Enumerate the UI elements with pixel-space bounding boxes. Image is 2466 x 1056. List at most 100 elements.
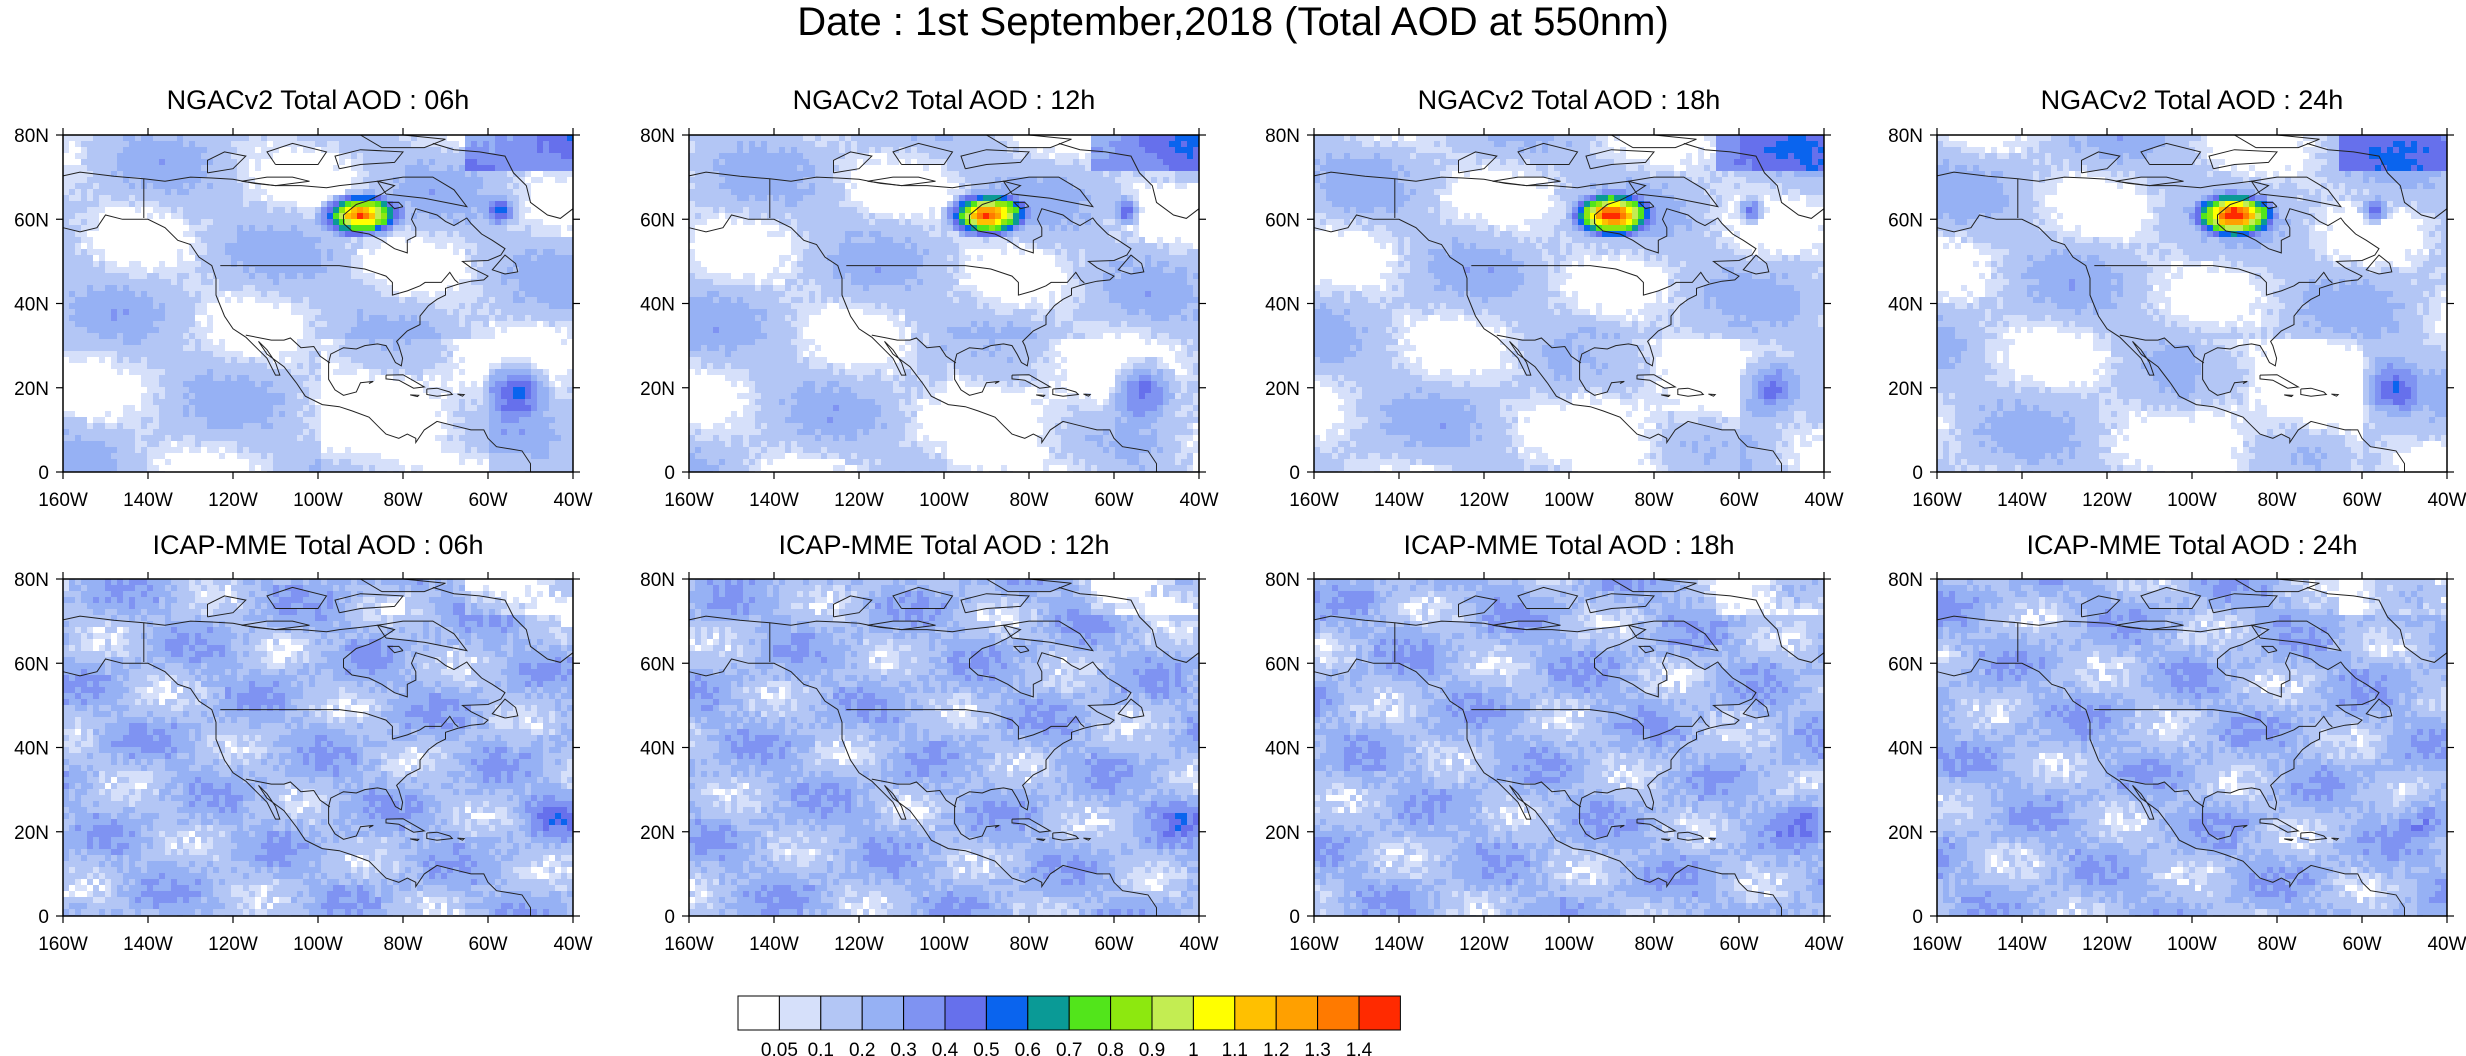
coastline	[2119, 778, 2205, 808]
colorbar-swatch	[737, 995, 780, 1031]
coastline	[2140, 586, 2202, 609]
colorbar-swatch	[985, 995, 1029, 1031]
x-tick-label: 100W	[293, 934, 343, 955]
coastline	[245, 334, 331, 364]
coastline	[62, 615, 506, 840]
y-tick-label: 60N	[1265, 654, 1300, 675]
y-tick-label: 20N	[14, 379, 49, 400]
aod-field	[63, 579, 574, 917]
y-tick-label: 60N	[14, 654, 49, 675]
coastline	[1517, 142, 1579, 165]
coastline	[1052, 387, 1080, 397]
x-tick-label: 60W	[468, 934, 507, 955]
y-tick-label: 60N	[1265, 210, 1300, 231]
coastline	[1517, 586, 1579, 609]
aod-map: 160W 140W 120W 100W 80W 60W 40W 0 20N 40N 60N 80N	[1888, 126, 2466, 511]
colorbar-swatch	[820, 995, 863, 1031]
y-tick-label: 40N	[640, 739, 675, 760]
aod-field	[1314, 579, 1825, 917]
colorbar-label: 0.3	[890, 1040, 916, 1056]
coastline	[1313, 214, 1782, 472]
coastline	[1742, 698, 1770, 719]
coastline	[2365, 254, 2393, 275]
coastline	[457, 393, 466, 397]
x-tick-label: 160W	[664, 934, 714, 955]
colorbar-swatch	[1192, 995, 1236, 1031]
coastline	[2331, 837, 2340, 841]
coastline	[1627, 620, 1719, 652]
y-tick-label: 80N	[1888, 570, 1923, 591]
x-tick-label: 40W	[1804, 934, 1843, 955]
coastline	[1058, 579, 1200, 663]
y-tick-label: 60N	[640, 210, 675, 231]
coastline	[2300, 387, 2328, 397]
colorbar-swatch	[1317, 995, 1360, 1031]
coastline	[1012, 201, 1030, 210]
coastline	[833, 595, 873, 618]
colorbar-swatch	[861, 995, 905, 1031]
coastline	[1471, 709, 1710, 740]
coastline	[1661, 394, 1671, 398]
coastline	[62, 171, 506, 396]
coastline	[1471, 265, 1710, 296]
y-tick-label: 60N	[1888, 210, 1923, 231]
x-tick-label: 80W	[2257, 934, 2296, 955]
colorbar-swatch	[944, 995, 987, 1031]
y-tick-label: 0	[1912, 907, 1923, 928]
x-tick-label: 40W	[2427, 934, 2466, 955]
y-tick-label: 20N	[640, 823, 675, 844]
coastline	[2115, 176, 2184, 187]
panel-title: ICAP-MME Total AOD : 24h	[1937, 530, 2447, 560]
y-tick-label: 80N	[1888, 126, 1923, 147]
y-tick-label: 20N	[1265, 379, 1300, 400]
panel-title: NGACv2 Total AOD : 24h	[1937, 85, 2447, 115]
panel-title: ICAP-MME Total AOD : 18h	[1314, 530, 1824, 560]
map-panel: ICAP-MME Total AOD : 24h 160W 140W 120W 100W…	[1874, 530, 2466, 980]
coastline	[2300, 831, 2328, 841]
x-tick-label: 160W	[664, 490, 714, 511]
x-tick-label: 100W	[2167, 490, 2217, 511]
colorbar-swatch	[1068, 995, 1112, 1031]
coastline	[410, 394, 420, 398]
y-tick-label: 80N	[1265, 126, 1300, 147]
x-tick-label: 60W	[1719, 490, 1758, 511]
coastline	[266, 142, 328, 165]
coastline	[1117, 698, 1145, 719]
coastline	[2284, 838, 2294, 842]
aod-map: 160W 140W 120W 100W 80W 60W 40W 0 20N 40N 60N 80N	[1888, 570, 2466, 955]
colorbar-swatch	[1027, 995, 1070, 1031]
y-tick-label: 20N	[1888, 379, 1923, 400]
x-tick-label: 120W	[2082, 490, 2132, 511]
coastline	[1058, 135, 1200, 219]
coastline	[846, 709, 1085, 740]
coastline	[688, 658, 1157, 916]
aod-field	[1314, 135, 1825, 473]
coastline	[1011, 818, 1052, 833]
colorbar-label: 0.6	[1015, 1040, 1041, 1056]
colorbar-label: 0.8	[1097, 1040, 1123, 1056]
colorbar-label: 0.7	[1056, 1040, 1082, 1056]
coastline	[376, 176, 468, 208]
coastline	[207, 595, 247, 618]
coastline	[1661, 838, 1671, 842]
coastline	[385, 818, 426, 833]
x-tick-label: 80W	[1009, 490, 1048, 511]
coastline	[1936, 171, 2380, 396]
coastline	[960, 149, 1031, 170]
panel-title: NGACv2 Total AOD : 06h	[63, 85, 573, 115]
x-tick-label: 40W	[1804, 490, 1843, 511]
y-tick-label: 40N	[14, 739, 49, 760]
map-panel: ICAP-MME Total AOD : 12h 160W 140W 120W 100W…	[626, 530, 1226, 980]
x-tick-label: 40W	[553, 934, 592, 955]
y-tick-label: 80N	[14, 126, 49, 147]
x-tick-label: 60W	[2342, 490, 2381, 511]
coastline	[1708, 837, 1717, 841]
colorbar-label: 1.4	[1346, 1040, 1373, 1056]
y-tick-label: 40N	[1888, 295, 1923, 316]
aod-map: 160W 140W 120W 100W 80W 60W 40W 0 20N 40N 60N 80N	[640, 570, 1218, 955]
coastline	[2081, 595, 2121, 618]
x-tick-label: 40W	[1179, 490, 1218, 511]
coastline	[220, 709, 459, 740]
coastline	[2119, 334, 2205, 364]
colorbar-swatch	[1275, 995, 1319, 1031]
